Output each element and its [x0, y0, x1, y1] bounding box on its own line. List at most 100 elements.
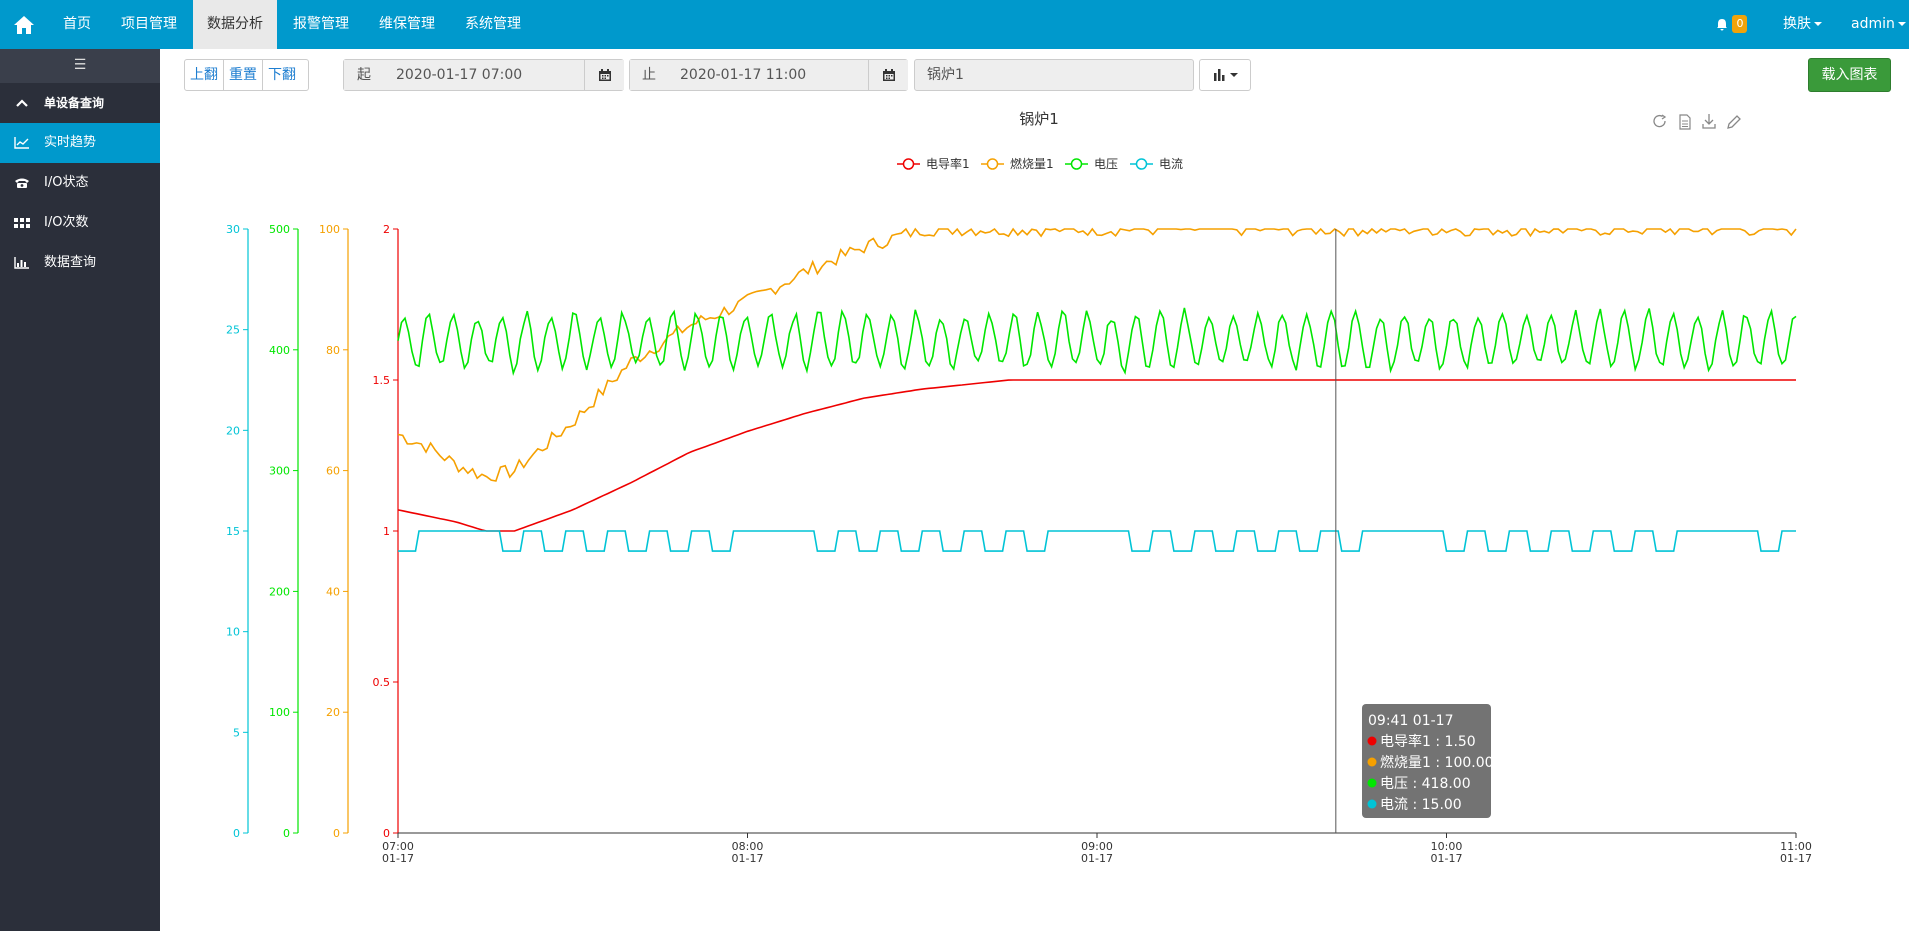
tooltip-row-combustion: 燃烧量1 : 100.00 [1380, 754, 1494, 771]
grid-icon [14, 215, 30, 231]
y-tick-label: 400 [269, 344, 290, 357]
notification-button[interactable]: 0 [1716, 0, 1748, 49]
y-tick-label: 1.5 [373, 374, 391, 387]
y-tick-label: 30 [226, 223, 240, 236]
download-icon[interactable] [1702, 114, 1716, 129]
end-calendar-button[interactable] [868, 60, 908, 90]
x-tick-date: 01-17 [382, 852, 414, 865]
edit-icon[interactable] [1727, 115, 1741, 129]
y-tick-label: 80 [326, 344, 340, 357]
y-tick-label: 15 [226, 525, 240, 538]
sidebar-item-io-status[interactable]: I/O状态 [0, 163, 160, 203]
y-tick-label: 60 [326, 465, 340, 478]
end-label: 止 [630, 60, 669, 90]
start-label: 起 [344, 60, 385, 90]
end-time-input[interactable]: 2020-01-17 11:00 [668, 60, 868, 90]
next-page-button[interactable]: 下翻 [268, 67, 296, 83]
legend-item-current[interactable]: 电流 [1130, 157, 1183, 171]
x-tick-date: 01-17 [1780, 852, 1812, 865]
top-navbar: 首页 项目管理 数据分析 报警管理 维保管理 系统管理 0 换肤 admin [0, 0, 1909, 49]
legend-item-voltage[interactable]: 电压 [1065, 157, 1118, 171]
user-menu[interactable]: admin [1851, 0, 1906, 49]
tooltip-row-conductivity: 电导率1 : 1.50 [1380, 733, 1476, 750]
y-tick-label: 300 [269, 465, 290, 478]
x-tick-date: 01-17 [1081, 852, 1113, 865]
x-tick-date: 01-17 [1431, 852, 1463, 865]
y-tick-label: 0 [233, 827, 240, 840]
y-tick-label: 0 [383, 827, 390, 840]
y-tick-label: 2 [383, 223, 390, 236]
tooltip-title: 09:41 01-17 [1368, 713, 1453, 729]
chart-tooltip: 09:41 01-17 电导率1 : 1.50 燃烧量1 : 100.00 电压… [1362, 704, 1494, 818]
x-tick-date: 01-17 [732, 852, 764, 865]
tooltip-dot [1367, 757, 1377, 767]
sidebar-item-label: 实时趋势 [44, 135, 97, 150]
sidebar-item-label: I/O次数 [44, 215, 89, 230]
bar-chart-icon [1213, 69, 1224, 81]
y-tick-label: 10 [226, 626, 240, 639]
y-tick-label: 20 [226, 424, 240, 437]
start-time-group: 起 2020-01-17 07:00 [343, 59, 624, 91]
chart-toolbox [1653, 114, 1741, 130]
chart-title: 锅炉1 [1019, 110, 1059, 128]
line-chart-icon [14, 135, 30, 151]
chart-legend: 电导率1 燃烧量1 电压 电流 [897, 156, 1183, 171]
nav-alarm-management[interactable]: 报警管理 [293, 16, 349, 32]
legend-item-conductivity[interactable]: 电导率1 [897, 156, 970, 171]
y-tick-label: 0.5 [373, 676, 391, 689]
sidebar-toggle[interactable]: ☰ [0, 49, 160, 83]
bell-icon [1717, 18, 1727, 30]
end-time-group: 止 2020-01-17 11:00 [629, 59, 908, 91]
legend-label: 燃烧量1 [1010, 156, 1054, 171]
tooltip-row-voltage: 电压 : 418.00 [1380, 776, 1471, 792]
refresh-icon[interactable] [1653, 114, 1667, 128]
skin-menu[interactable]: 换肤 [1783, 0, 1822, 49]
tooltip-dot [1367, 778, 1377, 788]
nav-maintenance-management[interactable]: 维保管理 [379, 16, 435, 32]
load-chart-button[interactable]: 载入图表 [1808, 58, 1891, 92]
y-tick-label: 20 [326, 706, 340, 719]
y-tick-label: 40 [326, 585, 340, 598]
prev-page-button[interactable]: 上翻 [185, 60, 224, 90]
x-tick-label: 08:00 [732, 840, 764, 853]
legend-label: 电流 [1159, 157, 1183, 171]
data-view-icon[interactable] [1679, 114, 1691, 130]
sidebar-item-io-count[interactable]: I/O次数 [0, 203, 160, 243]
home-icon [14, 15, 34, 34]
chevron-down-icon [1897, 22, 1906, 26]
tooltip-dot [1367, 736, 1377, 746]
y-tick-label: 0 [283, 827, 290, 840]
x-tick-label: 09:00 [1081, 840, 1113, 853]
start-time-input[interactable]: 2020-01-17 07:00 [384, 60, 584, 90]
x-axis: 07:0001-1708:0001-1709:0001-1710:0001-17… [382, 832, 1812, 865]
nav-system-management[interactable]: 系统管理 [465, 16, 521, 32]
sidebar-item-data-query[interactable]: 数据查询 [0, 243, 160, 283]
device-input[interactable]: 锅炉1 [914, 59, 1194, 91]
tooltip-dot [1367, 799, 1377, 809]
sidebar-group-label: 单设备查询 [44, 96, 105, 110]
chart-type-dropdown[interactable] [1199, 59, 1251, 91]
nav-data-analysis[interactable]: 数据分析 [193, 0, 277, 49]
legend-item-combustion[interactable]: 燃烧量1 [981, 156, 1054, 171]
legend-label: 电压 [1094, 157, 1118, 171]
bar-chart-icon [14, 255, 30, 271]
y-tick-label: 25 [226, 324, 240, 337]
y-tick-label: 100 [319, 223, 340, 236]
sidebar-group-single-device[interactable]: 单设备查询 [0, 83, 160, 123]
sidebar-item-realtime-trend[interactable]: 实时趋势 [0, 123, 160, 163]
tooltip-row-current: 电流 : 15.00 [1380, 797, 1462, 813]
notification-count-badge: 0 [1732, 15, 1748, 33]
chevron-down-icon [1814, 22, 1822, 26]
chevron-down-icon [1229, 73, 1238, 77]
skin-label: 换肤 [1783, 16, 1811, 32]
nav-home[interactable]: 首页 [63, 16, 91, 32]
start-calendar-button[interactable] [584, 60, 624, 90]
reset-button[interactable]: 重置 [224, 60, 263, 90]
series-lines [397, 227, 1797, 552]
y-axes: 0510152025300100200300400500020406080100… [226, 223, 399, 840]
y-tick-label: 100 [269, 706, 290, 719]
nav-project-management[interactable]: 项目管理 [121, 16, 177, 32]
home-button[interactable] [0, 0, 48, 49]
calendar-icon [598, 68, 611, 81]
